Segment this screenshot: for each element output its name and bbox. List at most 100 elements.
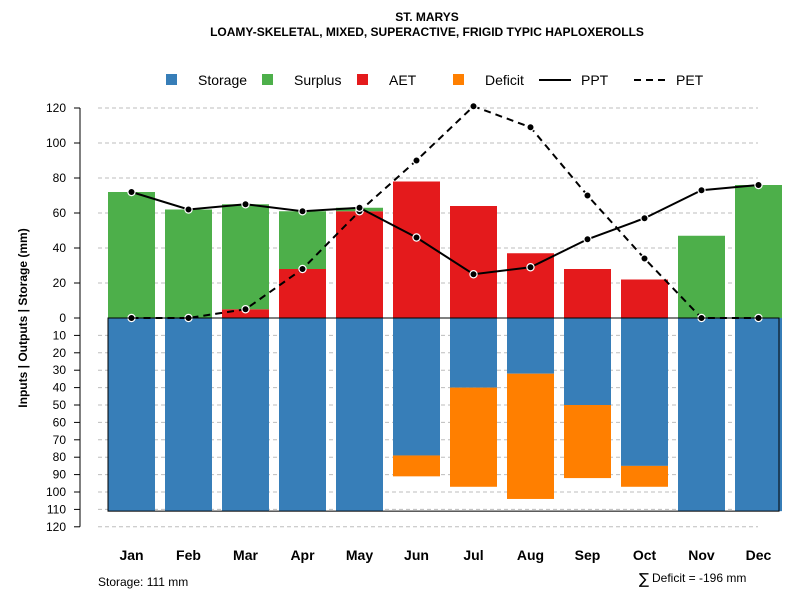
storage-bar (564, 318, 611, 405)
legend-label-pet: PET (676, 72, 704, 88)
legend-label-storage: Storage (198, 72, 247, 88)
ppt-point (583, 235, 592, 244)
y-tick-label: 50 (53, 398, 67, 412)
ppt-point (184, 205, 193, 214)
x-tick-label: Feb (176, 547, 201, 563)
y-tick-label: 40 (53, 381, 67, 395)
y-tick-label: 0 (59, 311, 66, 325)
deficit-bar (450, 387, 497, 487)
ppt-point (355, 203, 364, 212)
legend-swatch-deficit (453, 74, 464, 85)
pet-point (526, 123, 535, 132)
deficit-note: Deficit = -196 mm (652, 571, 746, 585)
x-tick-label: Mar (233, 547, 258, 563)
surplus-bar (222, 204, 269, 310)
series-lines (127, 102, 763, 323)
surplus-bar (678, 235, 725, 318)
y-tick-label: 90 (53, 468, 67, 482)
surplus-bar (165, 209, 212, 318)
legend-swatch-aet (357, 74, 368, 85)
legend: Storage Surplus AET Deficit PPT PET (166, 72, 704, 88)
ppt-point (697, 186, 706, 195)
legend-swatch-surplus (262, 74, 273, 85)
x-tick-label: Jan (119, 547, 143, 563)
aet-bar (393, 181, 440, 318)
storage-bar (222, 318, 269, 512)
deficit-bar (393, 455, 440, 477)
y-tick-label: 60 (53, 206, 67, 220)
aet-bar (621, 279, 668, 318)
aet-bar (222, 309, 269, 318)
y-tick-label: 110 (47, 502, 66, 516)
storage-bar (450, 318, 497, 388)
x-tick-label: Sep (575, 547, 601, 563)
y-tick-label: 100 (46, 136, 66, 150)
storage-bar (108, 318, 155, 512)
pet-point (241, 305, 250, 314)
x-tick-label: Jul (463, 547, 483, 563)
chart-title: ST. MARYS (395, 10, 459, 24)
deficit-bar (621, 465, 668, 487)
y-tick-label: 10 (53, 328, 67, 342)
ppt-point (754, 180, 763, 190)
aet-bar (336, 211, 383, 318)
x-tick-label: May (346, 547, 373, 563)
deficit-sum-icon: ∑ (639, 570, 649, 588)
ppt-point (412, 233, 421, 242)
storage-bar (621, 318, 668, 466)
ppt-point (526, 263, 535, 272)
surplus-bar (108, 192, 155, 318)
ppt-line (131, 184, 759, 276)
surplus-bar (279, 211, 326, 269)
x-tick-label: Oct (633, 547, 657, 563)
x-tick-label: Dec (746, 547, 772, 563)
storage-bar (279, 318, 326, 512)
y-axis-title: Inputs | Outputs | Storage (mm) (16, 228, 30, 407)
axes: 0 20 40 60 80 100 120 10 20 30 40 50 60 70 80 90 100 110 1… (46, 101, 780, 563)
y-tick-label: 100 (46, 485, 66, 499)
legend-label-ppt: PPT (581, 72, 609, 88)
y-tick-label: 40 (53, 241, 67, 255)
legend-label-aet: AET (389, 72, 417, 88)
surplus-bar (735, 185, 782, 318)
chart-subtitle: LOAMY-SKELETAL, MIXED, SUPERACTIVE, FRIG… (210, 25, 644, 39)
ppt-point (298, 207, 307, 216)
aet-bar (507, 253, 554, 318)
aet-bar (564, 269, 611, 318)
storage-bar (336, 318, 383, 512)
bars (108, 181, 782, 512)
y-tick-label: 60 (53, 415, 67, 429)
pet-point (469, 102, 478, 111)
y-tick-label: 80 (53, 450, 67, 464)
pet-point (412, 156, 421, 165)
storage-bar (165, 318, 212, 512)
ppt-point (127, 187, 136, 197)
storage-bar (393, 318, 440, 456)
ppt-point (241, 200, 250, 209)
y-tick-label: 20 (53, 346, 67, 360)
x-tick-label: Jun (404, 547, 429, 563)
y-tick-label: 30 (53, 363, 67, 377)
storage-capacity-frame (107, 317, 780, 512)
x-tick-label: Apr (290, 547, 315, 563)
ppt-point (469, 270, 478, 279)
y-tick-label: 70 (53, 433, 67, 447)
legend-label-surplus: Surplus (294, 72, 341, 88)
x-tick-label: Nov (688, 547, 715, 563)
deficit-bar (507, 373, 554, 499)
storage-note: Storage: 111 mm (98, 575, 188, 589)
pet-point (298, 264, 307, 274)
ppt-point (640, 214, 649, 223)
y-tick-label: 120 (46, 520, 66, 534)
pet-point (583, 191, 592, 200)
storage-bar (678, 318, 725, 512)
legend-label-deficit: Deficit (485, 72, 524, 88)
x-tick-label: Aug (517, 547, 544, 563)
aet-bar (450, 206, 497, 318)
y-tick-label: 120 (46, 101, 66, 115)
deficit-bar (564, 405, 611, 479)
y-tick-label: 20 (53, 276, 67, 290)
storage-bar (735, 318, 782, 512)
